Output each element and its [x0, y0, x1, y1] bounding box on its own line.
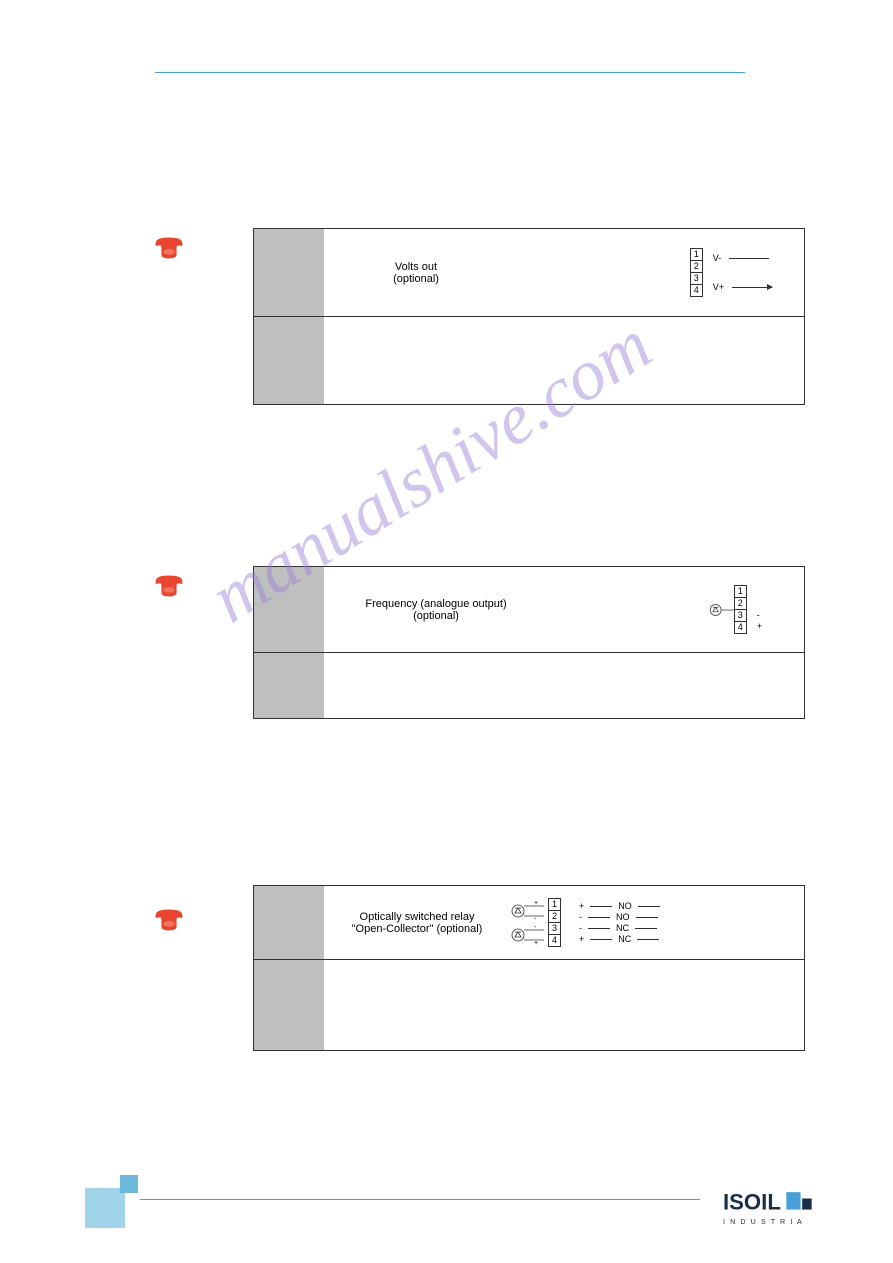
box-bottom-row [254, 960, 804, 1050]
phone-icon [150, 571, 188, 601]
pin-vminus: V- [713, 253, 772, 264]
terminal-block: 1 2 3 4 [734, 585, 747, 634]
box-top-row: Frequency (analogue output) (optional) 1… [254, 567, 804, 653]
opto-pair: + - - + [510, 900, 546, 946]
section-frequency: Frequency (analogue output) (optional) 1… [155, 566, 805, 719]
gray-label-cell [254, 317, 324, 404]
relay-outputs: +NO -NO -NC +NC [579, 901, 660, 945]
phone-icon [150, 233, 188, 263]
content-cell [324, 960, 804, 1050]
logo-sub: I N D U S T R I A [723, 1218, 803, 1226]
terminal-block: 1 2 3 4 [690, 248, 703, 297]
terminal-2: 2 [691, 261, 702, 273]
line [729, 258, 769, 259]
terminal-2: 2 [549, 911, 560, 923]
gray-label-cell [254, 960, 324, 1050]
header-rule [155, 72, 745, 73]
diagram-box: Frequency (analogue output) (optional) 1… [253, 566, 805, 719]
content-cell: Optically switched relay "Open-Collector… [324, 886, 804, 959]
box-top-row: Optically switched relay "Open-Collector… [254, 886, 804, 960]
terminal-3: 3 [735, 610, 746, 622]
gray-label-cell [254, 567, 324, 652]
svg-text:-: - [534, 916, 537, 922]
relay-row-1: +NO [579, 901, 660, 912]
terminal-3: 3 [691, 273, 702, 285]
svg-text:+: + [534, 940, 538, 946]
pin-labels: V- V+ [713, 251, 772, 295]
gray-label-cell [254, 229, 324, 316]
terminal-block: 1 2 3 4 [548, 898, 561, 947]
footer-rule [140, 1199, 700, 1200]
gray-label-cell [254, 886, 324, 959]
content-cell: Frequency (analogue output) (optional) 1… [324, 567, 804, 652]
terminal-4: 4 [549, 935, 560, 946]
pin-minus: - [757, 610, 762, 621]
terminal-4: 4 [735, 622, 746, 633]
content-cell: Volts out (optional) 1 2 3 4 V- V+ [324, 229, 804, 316]
terminal-1: 1 [691, 249, 702, 261]
relay-row-2: -NO [579, 912, 660, 923]
logo-main: ISOIL [723, 1190, 781, 1215]
relay-row-4: +NC [579, 934, 660, 945]
terminal-3: 3 [549, 923, 560, 935]
pin-vplus: V+ [713, 282, 772, 293]
module-label: Frequency (analogue output) (optional) [336, 598, 536, 622]
phone-icon [150, 905, 188, 935]
box-bottom-row [254, 653, 804, 718]
diagram-box: Optically switched relay "Open-Collector… [253, 885, 805, 1051]
square-small [120, 1175, 138, 1193]
diagram-box: Volts out (optional) 1 2 3 4 V- V+ [253, 228, 805, 405]
terminal-1: 1 [735, 586, 746, 598]
module-label: Optically switched relay "Open-Collector… [332, 911, 502, 935]
terminal-1: 1 [549, 899, 560, 911]
section-volts-out: Volts out (optional) 1 2 3 4 V- V+ [155, 228, 805, 405]
footer: ISOIL I N D U S T R I A [0, 1168, 893, 1263]
module-label: Volts out (optional) [336, 261, 496, 285]
content-cell [324, 653, 804, 718]
terminal-4: 4 [691, 285, 702, 296]
gray-label-cell [254, 653, 324, 718]
square-large [85, 1188, 125, 1228]
opto-icon: - + [510, 924, 546, 946]
pin-labels: - + [757, 588, 762, 632]
box-top-row: Volts out (optional) 1 2 3 4 V- V+ [254, 229, 804, 317]
opto-icon [708, 600, 736, 620]
svg-text:+: + [534, 900, 538, 907]
box-bottom-row [254, 317, 804, 404]
pin-plus: + [757, 621, 762, 632]
content-cell [324, 317, 804, 404]
isoil-logo: ISOIL I N D U S T R I A [723, 1183, 818, 1233]
opto-icon: + - [510, 900, 546, 922]
section-relay: Optically switched relay "Open-Collector… [155, 885, 805, 1051]
relay-row-3: -NC [579, 923, 660, 934]
arrow-line [732, 287, 772, 288]
terminal-2: 2 [735, 598, 746, 610]
